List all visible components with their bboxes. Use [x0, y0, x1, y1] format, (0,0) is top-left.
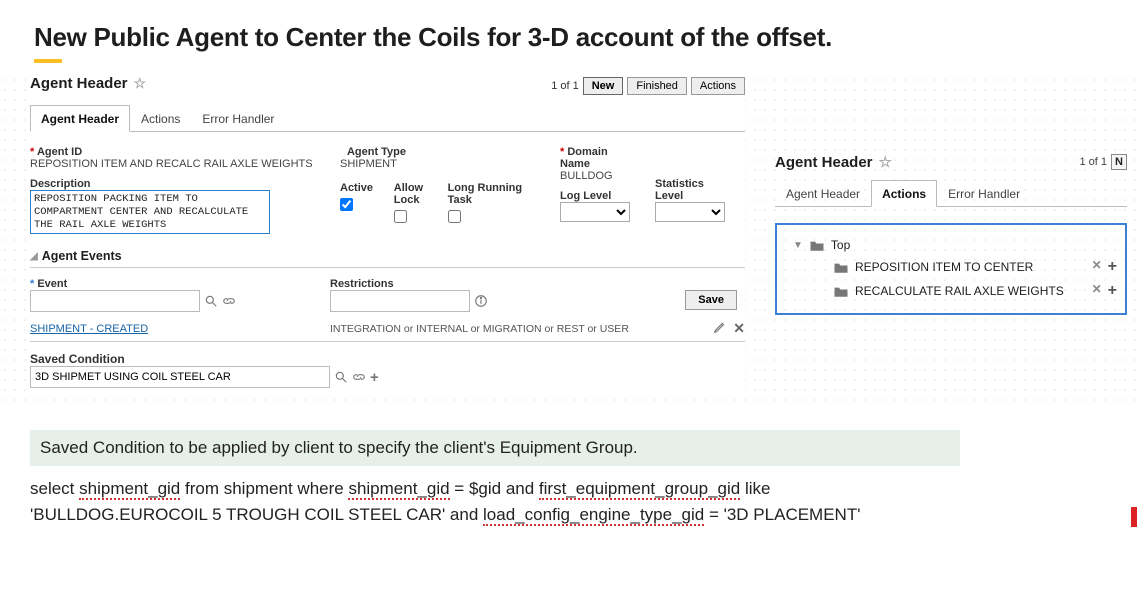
delete-icon[interactable]: ✕: [733, 320, 745, 337]
folder-icon: [833, 285, 849, 298]
log-level-label: Log Level: [560, 190, 637, 202]
remove-icon[interactable]: ✕: [1092, 282, 1102, 300]
section-title-left: Agent Header: [30, 75, 128, 92]
search-icon[interactable]: [204, 294, 218, 308]
tree-top-label[interactable]: Top: [831, 238, 850, 252]
new-button[interactable]: New: [583, 77, 624, 95]
active-label: Active: [340, 182, 390, 194]
tree-item-1[interactable]: REPOSITION ITEM TO CENTER: [855, 260, 1033, 274]
restrictions-text: INTEGRATION or INTERNAL or MIGRATION or …: [330, 323, 713, 335]
right-tabs: Agent Header Actions Error Handler: [775, 179, 1127, 207]
domain-label: * Domain Name: [560, 146, 637, 170]
agent-events-title: Agent Events: [42, 249, 122, 263]
log-level-select[interactable]: [560, 202, 630, 222]
allow-lock-checkbox[interactable]: [394, 210, 407, 223]
actions-tree: ▼ Top REPOSITION ITEM TO CENTER ✕ + RECA…: [775, 223, 1127, 315]
left-tabs: Agent Header Actions Error Handler: [30, 104, 745, 132]
folder-icon: [833, 261, 849, 274]
tab-actions[interactable]: Actions: [130, 105, 191, 132]
star-icon[interactable]: ☆: [879, 153, 892, 171]
record-counter: 1 of 1: [551, 80, 579, 92]
finished-button[interactable]: Finished: [627, 77, 687, 95]
nav-box-button[interactable]: N: [1111, 154, 1127, 170]
tab-agent-header-r[interactable]: Agent Header: [775, 180, 871, 207]
long-running-label: Long Running Task: [448, 182, 542, 206]
tab-agent-header[interactable]: Agent Header: [30, 105, 130, 132]
page-title: New Public Agent to Center the Coils for…: [0, 0, 1137, 59]
tab-error-handler-r[interactable]: Error Handler: [937, 180, 1031, 207]
domain-value: BULLDOG: [560, 170, 637, 182]
description-label: Description: [30, 178, 322, 190]
active-checkbox[interactable]: [340, 198, 353, 211]
record-counter-right: 1 of 1: [1079, 156, 1107, 168]
slide-marker: [1131, 507, 1137, 527]
agent-type-label: * Agent Type: [340, 146, 542, 158]
star-icon[interactable]: ☆: [134, 75, 147, 92]
stats-level-select[interactable]: [655, 202, 725, 222]
tree-item-2[interactable]: RECALCULATE RAIL AXLE WEIGHTS: [855, 284, 1064, 298]
note-text: Saved Condition to be applied by client …: [30, 430, 960, 466]
tab-actions-r[interactable]: Actions: [871, 180, 937, 207]
add-icon[interactable]: +: [1108, 282, 1117, 300]
expand-icon[interactable]: ▼: [793, 240, 803, 251]
event-label: Event: [37, 278, 67, 290]
saved-condition-input[interactable]: [30, 366, 330, 388]
description-textarea[interactable]: [30, 190, 270, 234]
agent-id-value: REPOSITION ITEM AND RECALC RAIL AXLE WEI…: [30, 158, 322, 170]
event-created-link[interactable]: SHIPMENT - CREATED: [30, 323, 330, 335]
link-icon[interactable]: [222, 294, 236, 308]
search-icon[interactable]: [334, 370, 348, 384]
agent-id-label: * Agent ID: [30, 146, 322, 158]
accent-bar: [34, 59, 62, 63]
folder-icon: [809, 239, 825, 252]
edit-icon[interactable]: [713, 320, 727, 334]
section-title-right: Agent Header: [775, 154, 873, 171]
tab-error-handler[interactable]: Error Handler: [191, 105, 285, 132]
add-icon[interactable]: +: [1108, 258, 1117, 276]
restrictions-input[interactable]: [330, 290, 470, 312]
event-input[interactable]: [30, 290, 200, 312]
link-icon[interactable]: [352, 370, 366, 384]
info-icon[interactable]: [474, 294, 488, 308]
long-running-checkbox[interactable]: [448, 210, 461, 223]
agent-type-value: SHIPMENT: [340, 158, 542, 170]
remove-icon[interactable]: ✕: [1092, 258, 1102, 276]
actions-button[interactable]: Actions: [691, 77, 745, 95]
allow-lock-label: Allow Lock: [394, 182, 444, 206]
save-button[interactable]: Save: [685, 290, 737, 310]
sql-text: select shipment_gid from shipment where …: [30, 476, 1090, 527]
saved-condition-label: Saved Condition: [30, 352, 745, 366]
restrictions-label: Restrictions: [330, 278, 632, 290]
stats-level-label: Statistics Level: [655, 178, 727, 202]
collapse-icon[interactable]: ◢: [30, 251, 38, 262]
add-icon[interactable]: +: [370, 369, 379, 386]
